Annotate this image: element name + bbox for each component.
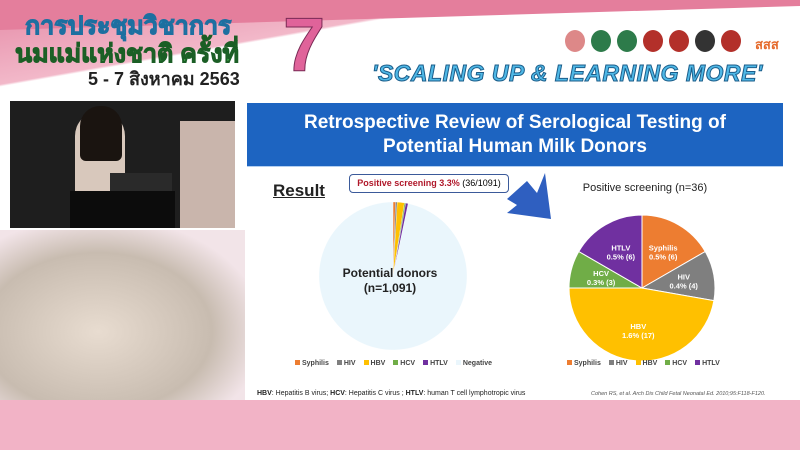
pie-data-label: 1.6% (17) xyxy=(622,331,655,340)
pie-data-label: HTLV xyxy=(611,243,630,252)
arrow-icon xyxy=(507,173,551,219)
legend-item: HTLV xyxy=(423,360,448,367)
legend-item: HCV xyxy=(393,360,415,367)
podium xyxy=(70,191,175,228)
legend-swatch xyxy=(336,360,342,365)
legend-swatch xyxy=(695,360,701,365)
partner-logo-icon xyxy=(591,30,611,52)
pie-slice-syphilis xyxy=(641,214,706,289)
event-title-line2: นมแม่แห่งชาติ ครั้งที่ xyxy=(15,40,240,69)
footer-background xyxy=(0,400,800,450)
legend-item: Negative xyxy=(455,360,492,367)
partner-logo-icon xyxy=(565,30,585,52)
partner-logo-icon xyxy=(695,30,715,52)
pie-data-label: HIV xyxy=(677,273,690,282)
speaker-hair xyxy=(80,106,122,161)
presentation-slide: Retrospective Review of Serological Test… xyxy=(245,101,800,400)
legend-item: HTLV xyxy=(695,360,720,367)
positive-screening-callout: Positive screening 3.3% (36/1091) xyxy=(349,174,509,193)
pie-data-label: 0.3% (3) xyxy=(587,278,616,287)
background-photo xyxy=(180,121,235,228)
left-legend: Syphilis HIV HBV HCV HTLV Negative xyxy=(295,360,492,367)
legend-swatch xyxy=(393,360,399,365)
footnote-abbrev: HCV xyxy=(330,390,345,397)
callout-bold: Positive screening 3.3% xyxy=(357,178,460,188)
legend-swatch xyxy=(423,360,429,365)
legend-item: HBV xyxy=(363,360,385,367)
legend-item: HIV xyxy=(336,360,356,367)
legend-item: HBV xyxy=(635,360,657,367)
speaker-video xyxy=(10,101,235,228)
decorative-child-photo xyxy=(0,230,245,400)
legend-item: Syphilis xyxy=(567,360,601,367)
footnote-abbrev: HBV xyxy=(257,390,272,397)
donors-label: Potential donors (n=1,091) xyxy=(315,266,465,296)
legend-swatch xyxy=(567,360,572,365)
slide-title-line2: Potential Human Milk Donors xyxy=(383,136,647,157)
legend-swatch xyxy=(608,360,614,365)
legend-swatch xyxy=(665,360,671,365)
right-chart-title: Positive screening (n=36) xyxy=(582,182,708,194)
partner-logo-icon xyxy=(617,30,637,52)
partner-logos xyxy=(565,30,741,52)
partner-logo-icon xyxy=(721,30,741,52)
event-edition: 7 xyxy=(282,3,326,89)
legend-item: Syphilis xyxy=(295,360,329,367)
pie-data-label: Syphilis xyxy=(649,243,678,252)
pie-data-label: HCV xyxy=(593,269,609,278)
thaihealth-logo: สสส xyxy=(755,37,779,52)
laptop xyxy=(110,173,172,193)
partner-logo-icon xyxy=(643,30,663,52)
legend-item: HIV xyxy=(608,360,628,367)
legend-item: HCV xyxy=(665,360,687,367)
legend-swatch xyxy=(295,360,300,365)
donors-label-line2: (n=1,091) xyxy=(363,281,417,295)
event-dates: 5 - 7 สิงหาคม 2563 xyxy=(88,69,240,89)
pie-slice-htlv xyxy=(578,214,643,289)
donors-label-line1: Potential donors xyxy=(342,266,438,280)
event-title-line1: การประชุมวิชาการ xyxy=(24,12,232,41)
abbreviation-footnote: HBV: Hepatitis B virus; HCV: Hepatitis C… xyxy=(257,390,526,397)
citation: Cohen RS, et al. Arch Dis Child Fetal Ne… xyxy=(591,391,766,397)
pie-data-label: 0.4% (4) xyxy=(670,282,699,291)
footnote-abbrev: HTLV xyxy=(405,390,424,397)
legend-swatch xyxy=(363,360,369,365)
pie-data-label: HBV xyxy=(630,322,646,331)
section-heading: Result xyxy=(273,181,325,200)
slide-title: Retrospective Review of Serological Test… xyxy=(247,103,783,167)
pie-data-label: 0.5% (6) xyxy=(649,252,678,261)
callout-fraction: (36/1091) xyxy=(462,178,501,188)
legend-swatch xyxy=(455,360,461,365)
right-legend: Syphilis HIV HBV HCV HTLV xyxy=(567,360,720,367)
pie-slice-negative xyxy=(318,201,468,351)
slide-title-line1: Retrospective Review of Serological Test… xyxy=(304,112,726,133)
event-tagline: 'SCALING UP & LEARNING MORE' xyxy=(372,60,763,87)
legend-swatch xyxy=(635,360,641,365)
partner-logo-icon xyxy=(669,30,689,52)
pie-data-label: 0.5% (6) xyxy=(607,252,636,261)
